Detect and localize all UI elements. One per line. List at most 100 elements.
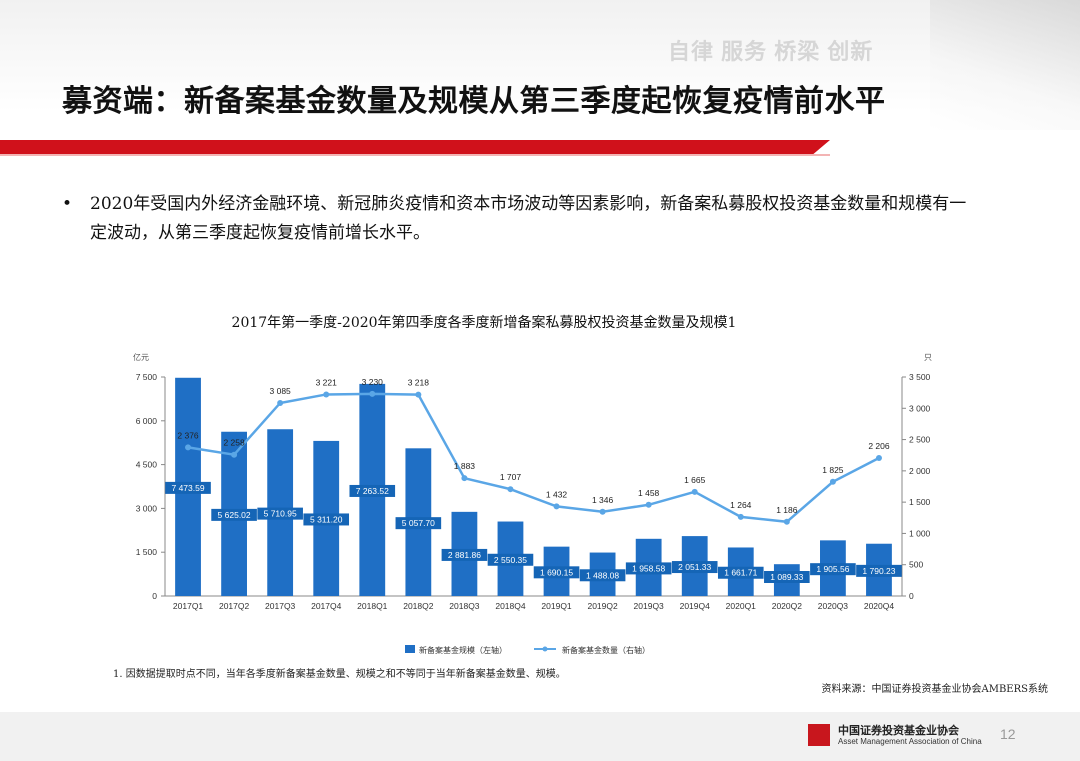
legend-line-marker (542, 646, 548, 652)
count-value-label: 1 707 (500, 472, 522, 482)
count-line (187, 392, 880, 524)
right-axis-tick-label: 1 500 (909, 497, 931, 507)
count-point (875, 454, 882, 461)
bar-value-label-bg (349, 484, 396, 497)
count-point (783, 518, 790, 525)
count-point (737, 513, 744, 520)
bar-value-label-bg (533, 566, 580, 579)
left-axis-tick-label: 4 500 (136, 460, 158, 470)
count-value-label: 2 376 (177, 430, 199, 440)
count-point (231, 451, 238, 458)
x-axis-tick-label: 2020Q1 (726, 601, 757, 611)
bar-value-label-bg (810, 563, 856, 576)
bar-value-label-bg (856, 564, 902, 577)
right-axis-tick-label: 500 (909, 560, 923, 570)
right-axis-tick-label: 2 000 (909, 466, 931, 476)
right-axis-unit: 只 (924, 353, 932, 362)
count-point (507, 486, 514, 493)
page-number: 12 (1000, 726, 1016, 742)
left-axis-tick-label: 7 500 (136, 372, 158, 382)
left-axis-tick-label: 6 000 (136, 416, 158, 426)
bar-value-label: 7 263.52 (356, 486, 389, 496)
bar-value-label-bg (764, 571, 810, 583)
bar-value-label-bg (717, 566, 764, 579)
plot-area: 0 1 500 3 000 4 500 6 000 7 500 0 500 1 000 1 500… (136, 372, 931, 611)
bar-value-label-bg (257, 507, 303, 520)
right-axis-tick-label: 1 000 (909, 528, 931, 538)
left-axis-tick-label: 1 500 (136, 547, 158, 557)
bar-value-label: 5 625.02 (218, 510, 251, 520)
bar-value-label: 1 661.71 (724, 568, 757, 578)
bar-value-label: 5 311.20 (310, 514, 343, 524)
count-value-label: 1 458 (638, 488, 660, 498)
legend-bar-label: 新备案基金规模（左轴） (419, 645, 507, 655)
header-background (0, 0, 1080, 160)
count-value-label: 2 258 (223, 438, 245, 448)
slogan: 自律 服务 桥梁 创新 (668, 39, 874, 64)
x-axis-tick-label: 2018Q1 (357, 601, 388, 611)
bar-value-label-bg (165, 481, 211, 494)
count-value-label: 1 264 (730, 500, 752, 510)
bar-value-label-bg (441, 548, 488, 561)
count-point (277, 399, 284, 406)
title-underline-bar (0, 140, 830, 154)
count-value-label: 1 665 (684, 475, 706, 485)
bar-value-label: 1 089.33 (770, 572, 803, 582)
count-point (599, 508, 606, 515)
bar-value-label: 1 488.08 (586, 570, 619, 580)
bar-value-label: 5 710.95 (264, 509, 297, 519)
bar-value-label: 1 905.56 (816, 564, 849, 574)
count-point (645, 501, 652, 508)
x-axis-tick-label: 2017Q2 (219, 601, 250, 611)
footer-org-name-en: Asset Management Association of China (838, 737, 982, 746)
count-point (415, 391, 422, 398)
count-value-label: 2 206 (868, 441, 890, 451)
bar-value-label: 7 473.59 (171, 483, 204, 493)
count-point (829, 478, 836, 485)
x-axis-tick-label: 2018Q2 (403, 601, 434, 611)
footnote: 1. 因数据提取时点不同，当年各季度新备案基金数量、规模之和不等同于当年新备案基… (113, 667, 566, 680)
bar-value-label-bg (211, 508, 257, 521)
footer-bar (0, 712, 1080, 761)
x-axis-tick-label: 2019Q2 (587, 601, 618, 611)
title-underline-shadow (0, 154, 830, 156)
x-axis-tick-label: 2017Q3 (265, 601, 296, 611)
chart-title: 2017年第一季度-2020年第四季度各季度新增备案私募股权投资基金数量及规模1 (232, 314, 737, 331)
bar-value-label: 2 881.86 (448, 550, 481, 560)
x-axis-tick-label: 2019Q3 (634, 601, 665, 611)
bar-value-label: 1 690.15 (540, 567, 573, 577)
count-point (553, 503, 560, 510)
count-point (461, 475, 468, 482)
count-point (369, 390, 376, 397)
x-axis-tick-label: 2019Q4 (680, 601, 711, 611)
count-value-label: 1 883 (454, 461, 476, 471)
x-axis-tick-label: 2018Q4 (495, 601, 526, 611)
right-axis-tick-label: 2 500 (909, 435, 931, 445)
left-axis-tick-label: 0 (152, 591, 157, 601)
legend: 新备案基金规模（左轴） 新备案基金数量（右轴） (405, 645, 650, 655)
bar-value-label-bg (671, 561, 718, 574)
count-point (323, 391, 330, 398)
right-axis-tick-label: 3 500 (909, 372, 931, 382)
bar-value-label: 2 550.35 (494, 555, 527, 565)
legend-line-label: 新备案基金数量（右轴） (562, 645, 650, 655)
page-title: 募资端：新备案基金数量及规模从第三季度起恢复疫情前水平 (62, 85, 886, 118)
bar-value-label-bg (303, 513, 350, 526)
left-axis-tick-label: 3 000 (136, 503, 158, 513)
right-axis-tick-label: 3 000 (909, 403, 931, 413)
count-value-label: 3 085 (270, 386, 292, 396)
x-axis-tick-label: 2018Q3 (449, 601, 480, 611)
legend-bar-swatch (405, 645, 415, 653)
left-axis-unit: 亿元 (133, 352, 149, 362)
combo-chart: 2017年第一季度-2020年第四季度各季度新增备案私募股权投资基金数量及规模1… (113, 314, 1048, 695)
bar-value-label-bg (487, 553, 534, 566)
count-value-label: 1 432 (546, 489, 568, 499)
x-axis-tick-label: 2019Q1 (541, 601, 572, 611)
bar-value-label-bg (579, 569, 626, 582)
bullet-marker: • (62, 194, 73, 214)
count-value-label: 1 825 (822, 465, 844, 475)
x-axis-tick-label: 2020Q2 (772, 601, 803, 611)
bar-value-label: 2 051.33 (678, 562, 711, 572)
count-value-label: 1 346 (592, 495, 614, 505)
x-axis-tick-label: 2017Q1 (173, 601, 204, 611)
